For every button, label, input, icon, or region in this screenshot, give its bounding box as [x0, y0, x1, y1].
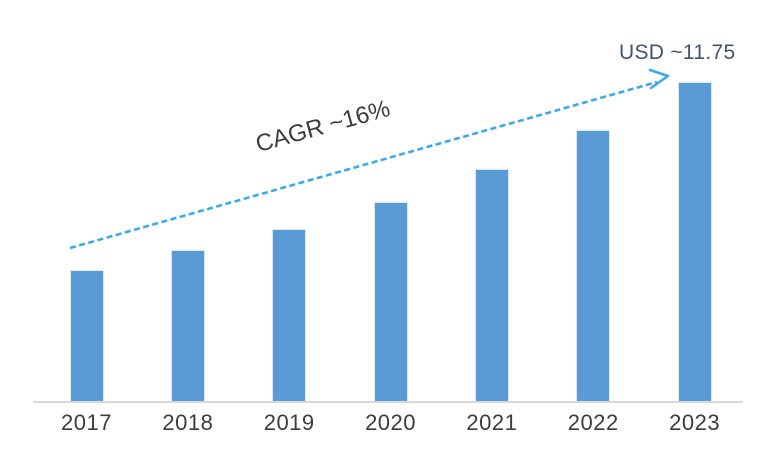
bar-2020: [374, 203, 407, 402]
x-tick-2020: 2020: [365, 410, 417, 435]
x-axis-line: [33, 401, 743, 403]
bar-2023: [678, 83, 711, 402]
x-tick-2018: 2018: [162, 410, 214, 435]
x-tick-2022: 2022: [567, 410, 619, 435]
x-tick-2023: 2023: [669, 410, 721, 435]
bar-2021: [475, 170, 508, 402]
end-value-label: USD ~11.75: [619, 41, 736, 64]
bar-2018: [171, 251, 204, 402]
bar-2022: [577, 131, 610, 402]
bar-2017: [70, 271, 103, 402]
x-tick-2021: 2021: [466, 410, 518, 435]
bar-2019: [273, 230, 306, 402]
x-tick-2017: 2017: [61, 410, 112, 435]
plot-area: [70, 83, 711, 402]
x-tick-2019: 2019: [263, 410, 315, 435]
